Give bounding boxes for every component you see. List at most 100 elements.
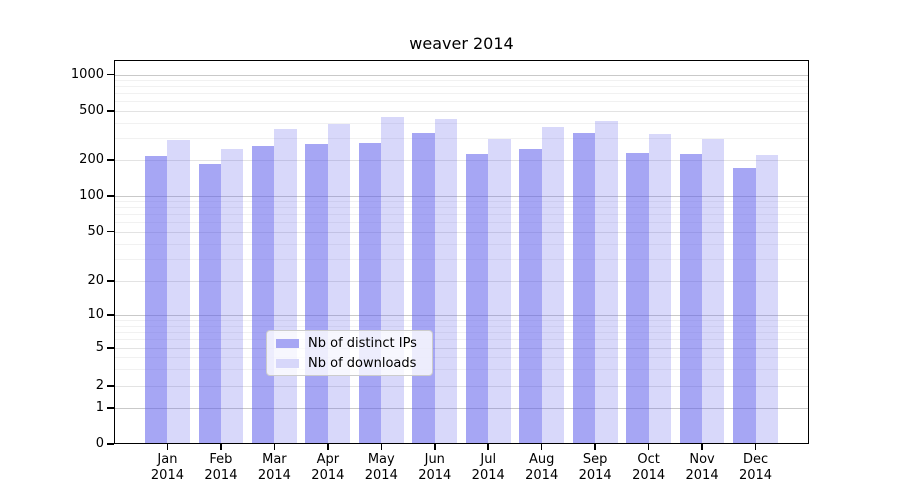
bar-downloads-jul <box>488 139 511 444</box>
x-tick-aug <box>540 444 543 450</box>
bar-downloads-mar <box>274 128 297 444</box>
bar-downloads-nov <box>702 139 725 444</box>
bar-downloads-aug <box>541 127 565 444</box>
y-tick-label-0: 0 <box>95 436 104 451</box>
legend-row-downloads: Nb of downloads <box>276 356 423 371</box>
gridline-1 <box>114 408 809 409</box>
bar-downloads-apr <box>327 123 351 444</box>
gridline-20 <box>114 281 809 282</box>
x-tick-oct <box>647 444 650 450</box>
x-tick-label-month: Oct <box>637 452 660 467</box>
bar-distinct-ips-jul <box>465 153 489 444</box>
x-tick-label-feb: Feb 2014 <box>189 452 253 484</box>
y-tick-label-2: 2 <box>95 378 104 393</box>
x-tick-may <box>380 444 383 450</box>
x-tick-label-apr: Apr 2014 <box>296 452 360 484</box>
bar-distinct-ips-apr <box>305 143 328 444</box>
bar-distinct-ips-jan <box>145 156 168 444</box>
gridline-900 <box>114 80 809 82</box>
gridline-2 <box>114 386 809 387</box>
x-tick-label-year: 2014 <box>311 468 345 483</box>
gridline-60 <box>114 222 809 224</box>
x-tick-label-year: 2014 <box>418 468 452 483</box>
bar-downloads-jun <box>434 119 458 444</box>
gridline-70 <box>114 214 809 216</box>
legend-label-downloads: Nb of downloads <box>308 355 417 371</box>
x-tick-sep <box>594 444 596 450</box>
y-tick-50 <box>107 230 114 233</box>
gridline-700 <box>114 93 809 95</box>
x-tick-label-year: 2014 <box>257 468 291 483</box>
x-tick-label-month: Jan <box>157 452 178 467</box>
x-tick-jul <box>487 444 489 450</box>
x-tick-apr <box>327 444 329 450</box>
gridline-8 <box>114 325 809 327</box>
x-tick-label-month: Nov <box>689 452 715 467</box>
bar-distinct-ips-oct <box>626 152 649 444</box>
y-tick-0 <box>107 443 114 445</box>
y-tick-label-1: 1 <box>95 400 104 415</box>
y-tick-label-20: 20 <box>87 273 104 288</box>
x-tick-label-year: 2014 <box>204 468 238 483</box>
gridline-6 <box>114 339 809 341</box>
x-tick-label-jul: Jul 2014 <box>456 452 520 484</box>
x-tick-mar <box>273 444 276 450</box>
gridline-500 <box>114 111 809 112</box>
gridline-300 <box>114 138 809 140</box>
x-tick-label-year: 2014 <box>632 468 666 483</box>
y-tick-1 <box>107 407 114 409</box>
gridline-600 <box>114 101 809 103</box>
x-tick-label-mar: Mar 2014 <box>242 452 306 484</box>
gridline-1000 <box>114 74 809 76</box>
x-tick-feb <box>220 444 222 450</box>
bar-distinct-ips-sep <box>572 133 596 444</box>
x-tick-label-month: Jul <box>480 452 497 467</box>
bar-downloads-feb <box>220 149 244 444</box>
gridline-80 <box>114 207 809 209</box>
gridline-400 <box>114 122 809 124</box>
legend-swatch-downloads <box>276 358 299 368</box>
gridline-9 <box>114 320 809 322</box>
bar-distinct-ips-mar <box>251 145 275 444</box>
y-tick-500 <box>107 110 114 112</box>
x-tick-label-year: 2014 <box>578 468 612 483</box>
x-tick-label-year: 2014 <box>525 468 559 483</box>
gridline-50 <box>114 231 809 233</box>
x-tick-label-oct: Oct 2014 <box>617 452 681 484</box>
bar-distinct-ips-dec <box>733 168 756 444</box>
x-tick-label-may: May 2014 <box>349 452 413 484</box>
x-tick-label-month: Dec <box>742 452 769 467</box>
bar-downloads-sep <box>595 120 618 444</box>
gridline-800 <box>114 86 809 88</box>
x-tick-label-jan: Jan 2014 <box>135 452 199 484</box>
y-tick-200 <box>107 159 114 161</box>
plot-area <box>114 60 809 444</box>
bar-distinct-ips-nov <box>679 153 703 444</box>
x-tick-label-year: 2014 <box>150 468 184 483</box>
x-tick-label-month: Feb <box>209 452 233 467</box>
y-tick-100 <box>107 195 114 197</box>
bar-distinct-ips-feb <box>198 164 221 444</box>
y-tick-20 <box>107 280 114 282</box>
x-tick-label-month: May <box>367 452 395 467</box>
y-tick-label-200: 200 <box>79 152 104 167</box>
gridline-3 <box>114 369 809 371</box>
x-tick-label-month: Jun <box>424 452 445 467</box>
bar-downloads-may <box>381 116 404 444</box>
bar-distinct-ips-jun <box>412 133 435 444</box>
y-tick-label-5: 5 <box>95 340 104 355</box>
gridline-90 <box>114 201 809 203</box>
x-tick-label-jun: Jun 2014 <box>403 452 467 484</box>
gridline-40 <box>114 243 809 245</box>
x-tick-label-month: Aug <box>528 452 555 467</box>
legend: Nb of distinct IPs Nb of downloads <box>266 330 433 376</box>
y-tick-label-100: 100 <box>79 188 104 203</box>
bar-distinct-ips-may <box>358 142 382 444</box>
y-tick-label-10: 10 <box>87 307 104 322</box>
x-tick-label-dec: Dec 2014 <box>724 452 788 484</box>
bar-downloads-oct <box>648 134 671 444</box>
x-tick-label-sep: Sep 2014 <box>563 452 627 484</box>
x-tick-label-nov: Nov 2014 <box>670 452 734 484</box>
gridline-5 <box>114 348 809 349</box>
